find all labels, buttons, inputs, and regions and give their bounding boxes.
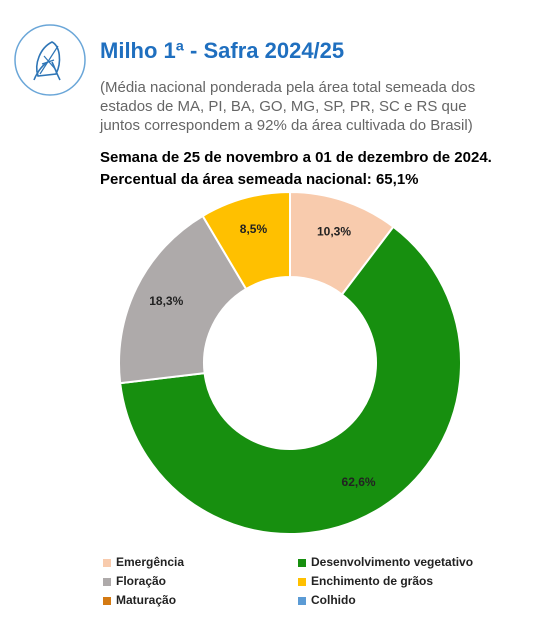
slice: [118, 214, 248, 385]
legend-label: Enchimento de grãos: [311, 574, 433, 588]
data-label: 62,6%: [342, 475, 376, 489]
chart-title: Semana de 25 de novembro a 01 de dezembr…: [100, 149, 492, 166]
legend-label: Maturação: [116, 593, 176, 607]
legend-label: Emergência: [116, 555, 184, 569]
legend-swatch: [103, 578, 111, 586]
title: Milho 1ª - Safra 2024/25: [100, 38, 344, 63]
legend-swatch: [103, 559, 111, 567]
subtitle-line: juntos correspondem a 92% da área cultiv…: [99, 117, 473, 134]
legend-swatch: [103, 597, 111, 605]
subtitle-line: estados de MA, PI, BA, GO, MG, SP, PR, S…: [100, 98, 467, 115]
data-label: 8,5%: [240, 222, 268, 236]
slice: [201, 190, 291, 291]
data-label: 10,3%: [317, 224, 351, 238]
slice: [119, 225, 462, 535]
chart-subtitle: Percentual da área semeada nacional: 65,…: [100, 171, 419, 188]
legend-swatch: [298, 578, 306, 586]
legend-swatch: [298, 597, 306, 605]
legend-label: Colhido: [311, 593, 356, 607]
data-label: 18,3%: [149, 294, 183, 308]
legend-label: Floração: [116, 574, 166, 588]
subtitle-line: (Média nacional ponderada pela área tota…: [100, 79, 475, 96]
legend-swatch: [298, 559, 306, 567]
legend-label: Desenvolvimento vegetativo: [311, 555, 473, 569]
corn-icon: [14, 24, 86, 96]
